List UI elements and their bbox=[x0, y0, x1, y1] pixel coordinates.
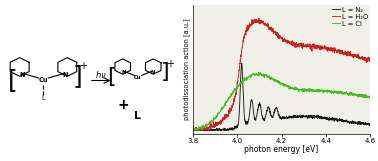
L = Cl bbox=[368, 95, 373, 97]
Text: L: L bbox=[135, 111, 141, 121]
L = N₂ bbox=[239, 62, 244, 64]
Text: ]: ] bbox=[73, 64, 82, 88]
Text: Cu: Cu bbox=[134, 75, 142, 80]
Text: $h\nu$: $h\nu$ bbox=[95, 69, 107, 80]
Line: L = Cl: L = Cl bbox=[193, 72, 370, 130]
L = Cl bbox=[195, 129, 199, 131]
Text: [: [ bbox=[8, 68, 18, 93]
Y-axis label: photodissociation action [a.u.]: photodissociation action [a.u.] bbox=[183, 18, 190, 120]
L = N₂ bbox=[329, 118, 334, 120]
L = Cl bbox=[329, 90, 334, 92]
L = Cl bbox=[191, 129, 195, 131]
L = H₂O bbox=[269, 28, 273, 29]
L = Cl bbox=[209, 121, 213, 123]
L = N₂ bbox=[209, 129, 213, 131]
L = N₂ bbox=[333, 119, 337, 121]
L = N₂ bbox=[191, 129, 195, 131]
Legend: L = N₂, L = H₂O, L = Cl: L = N₂, L = H₂O, L = Cl bbox=[332, 6, 369, 28]
Text: +: + bbox=[166, 59, 174, 69]
L = H₂O bbox=[329, 49, 334, 51]
Line: L = H₂O: L = H₂O bbox=[193, 18, 370, 130]
L = H₂O bbox=[191, 129, 195, 131]
Text: N: N bbox=[150, 70, 155, 75]
Text: [: [ bbox=[107, 67, 116, 87]
Text: N: N bbox=[19, 72, 25, 78]
L = H₂O bbox=[257, 17, 261, 19]
Text: N: N bbox=[121, 70, 126, 75]
L = Cl bbox=[269, 77, 274, 79]
Text: Cu: Cu bbox=[39, 77, 48, 84]
L = Cl bbox=[257, 71, 261, 73]
L = H₂O bbox=[263, 23, 267, 24]
L = N₂ bbox=[191, 129, 195, 131]
L = N₂ bbox=[368, 124, 373, 126]
L = H₂O bbox=[368, 60, 373, 62]
L = H₂O bbox=[209, 126, 213, 128]
L = H₂O bbox=[313, 46, 317, 48]
L = Cl bbox=[263, 75, 267, 77]
L = N₂ bbox=[313, 116, 318, 118]
L = Cl bbox=[333, 91, 337, 93]
Text: +: + bbox=[117, 98, 129, 112]
L = N₂ bbox=[269, 115, 274, 117]
Text: L: L bbox=[42, 95, 45, 101]
Text: ]: ] bbox=[161, 62, 170, 82]
Text: N: N bbox=[62, 72, 68, 78]
L = N₂ bbox=[263, 117, 267, 119]
Text: +: + bbox=[79, 61, 87, 71]
Line: L = N₂: L = N₂ bbox=[193, 63, 370, 130]
L = H₂O bbox=[332, 52, 337, 53]
L = Cl bbox=[313, 89, 318, 91]
X-axis label: photon energy [eV]: photon energy [eV] bbox=[245, 145, 319, 154]
